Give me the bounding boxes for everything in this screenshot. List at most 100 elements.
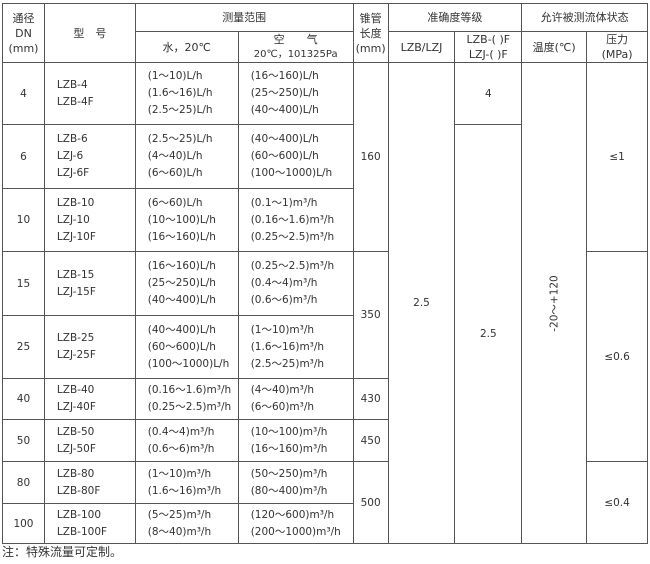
acc-b-header: LZB-( )F LZJ-( )F	[454, 31, 523, 63]
line: (10～100)L/h	[147, 213, 216, 226]
table-row: 100 LZB-100 LZB-100F (5～25)m³/h (8～40)m³/h…	[2, 503, 648, 544]
line: (6～60)L/h	[147, 167, 203, 179]
line: LZJ-40F	[56, 401, 96, 413]
model-cell: LZB-100 LZB-100F	[43, 503, 136, 544]
length-cell: 160	[352, 62, 389, 252]
line: (50～250)m³/h	[250, 467, 328, 480]
line: (60～600)L/h	[147, 340, 216, 353]
line: LZB-100F	[56, 525, 108, 538]
dn-cell: 6	[2, 124, 45, 189]
line: LZB-6	[56, 133, 88, 145]
table-row: 50 LZB-50 LZJ-50F (0.4～4)m³/h (0.6～6)m³/h …	[2, 419, 648, 462]
dn-cell: 25	[2, 315, 45, 379]
line: LZJ-6	[56, 150, 84, 162]
air-header: 空 气 20℃，101325Pa	[237, 31, 354, 63]
model-header: 型 号	[43, 3, 136, 63]
air-range-cell: (0.1～1)m³/h (0.16～1.6)m³/h (0.25～2.5)m³/h	[237, 188, 354, 252]
model-cell: LZB-50 LZJ-50F	[43, 419, 136, 462]
line: (40～400)L/h	[147, 294, 216, 306]
model-cell: LZB-10 LZJ-10 LZJ-10F	[43, 188, 136, 252]
line: (0.16～1.6)m³/h	[147, 384, 232, 396]
line: LZB-80	[56, 467, 95, 480]
pressure-header: 压力 (MPa)	[586, 31, 648, 63]
air-range-cell: (0.25～2.5)m³/h (0.4～4)m³/h (0.6～6)m³/h	[237, 251, 354, 316]
dn-cell: 10	[2, 188, 45, 252]
dn-cell: 80	[2, 461, 45, 504]
accuracy-header: 准确度等级	[387, 3, 523, 32]
dn-cell: 40	[2, 378, 45, 420]
temperature-cell: -20～+120	[521, 62, 588, 544]
acc-a-header: LZB/LZJ	[387, 31, 456, 63]
line: (80～400)m³/h	[250, 484, 328, 497]
line: (6～60)m³/h	[250, 401, 315, 413]
line: (1～10)L/h	[147, 70, 203, 82]
table-row: 80 LZB-80 LZB-80F (1～10)m³/h (1.6～16)m³/h …	[2, 461, 648, 544]
air-range-cell: (4～40)m³/h (6～60)m³/h	[237, 378, 354, 420]
line: (8～40)m³/h	[147, 525, 212, 538]
line: (0.4～4)m³/h	[250, 277, 318, 289]
line: (0.25～2.5)m³/h	[250, 260, 335, 272]
line: (2.5～25)L/h	[147, 104, 213, 116]
line: (0.25～2.5)m³/h	[147, 401, 232, 413]
line: (60～600)L/h	[250, 150, 319, 162]
line: (40～400)L/h	[250, 133, 319, 145]
length-cell: 350	[352, 251, 389, 379]
table-row: 25 LZB-25 LZJ-25F (40～400)L/h (60～600)L/h(…	[2, 315, 648, 379]
line: LZB-50	[56, 425, 95, 438]
line: LZB-25	[56, 332, 95, 344]
table-row: 6 LZB-6 LZJ-6 LZJ-6F (2.5～25)L/h (4～40)L/h(…	[2, 124, 648, 544]
dn-cell: 100	[2, 503, 45, 544]
line: LZJ-15F	[56, 285, 96, 298]
line: (0.4～4)m³/h	[147, 425, 215, 438]
line: (4～40)L/h	[147, 150, 203, 162]
air-range-cell: (16～160)L/h (25～250)L/h (40～400)L/h	[237, 62, 354, 125]
model-cell: LZB-4 LZB-4F	[43, 62, 136, 125]
water-range-cell: (1～10)L/h (1.6～16)L/h (2.5～25)L/h	[134, 62, 239, 125]
line: (1.6～16)L/h	[147, 87, 213, 99]
line: (1.6～16)m³/h	[147, 484, 222, 497]
pressure-cell: ≤0.4	[586, 461, 648, 544]
line: (16～160)L/h	[250, 70, 319, 82]
water-range-cell: (5～25)m³/h (8～40)m³/h	[134, 503, 239, 544]
range-header: 测量范围	[134, 3, 354, 32]
line: (16～160)m³/h	[250, 442, 328, 455]
line: (40～400)L/h	[250, 104, 319, 116]
line: (10～100)m³/h	[250, 425, 328, 438]
table-row: 10 LZB-10 LZJ-10 LZJ-10F (6～60)L/h (10～100)…	[2, 188, 648, 252]
line: LZJ-10	[56, 213, 90, 226]
model-cell: LZB-80 LZB-80F	[43, 461, 136, 504]
air-range-cell: (1～10)m³/h (1.6～16)m³/h (2.5～25)m³/h	[237, 315, 354, 379]
model-cell: LZB-40 LZJ-40F	[43, 378, 136, 420]
line: LZJ-6F	[56, 167, 90, 179]
line: LZB-100	[56, 508, 101, 521]
dn-header: 通径 DN (mm)	[2, 3, 45, 63]
table-row: 40 LZB-40 LZJ-40F (0.16～1.6)m³/h (0.25～2.5…	[2, 378, 648, 420]
table-row: 15 LZB-15 LZJ-15F (16～160)L/h (25～250)L/h(…	[2, 251, 648, 462]
line: (100～1000)L/h	[250, 167, 333, 179]
length-header: 锥管 长度 (mm)	[352, 3, 389, 63]
table-row: 4 LZB-4 LZB-4F (1～10)L/h (1.6～16)L/h (2.5～2…	[2, 62, 648, 544]
model-cell: LZB-15 LZJ-15F	[43, 251, 136, 316]
line: (2.5～25)m³/h	[250, 357, 325, 370]
line: LZB-4	[56, 78, 88, 91]
model-cell: LZB-6 LZJ-6 LZJ-6F	[43, 124, 136, 189]
water-range-cell: (1～10)m³/h (1.6～16)m³/h	[134, 461, 239, 504]
line: (1～10)m³/h	[250, 323, 315, 336]
line: LZB-40	[56, 384, 95, 396]
accuracy-a-cell: 2.5	[387, 62, 456, 544]
dn-cell: 4	[2, 62, 45, 125]
line: LZB-4F	[56, 95, 94, 108]
pressure-cell: ≤1	[586, 62, 648, 252]
accuracy-b-cell: 4	[454, 62, 523, 125]
line: (0.6～6)m³/h	[147, 442, 215, 455]
line: (0.16～1.6)m³/h	[250, 213, 335, 226]
water-range-cell: (6～60)L/h (10～100)L/h (16～160)L/h	[134, 188, 239, 252]
water-range-cell: (2.5～25)L/h (4～40)L/h (6～60)L/h	[134, 124, 239, 189]
line: (120～600)m³/h	[250, 508, 335, 521]
length-cell: 450	[352, 419, 389, 462]
line: (1～10)m³/h	[147, 467, 212, 480]
air-range-cell: (50～250)m³/h (80～400)m³/h	[237, 461, 354, 504]
line: (0.25～2.5)m³/h	[250, 230, 335, 243]
line: LZJ-10F	[56, 230, 96, 243]
spec-table: 通径 DN (mm) 型 号 测量范围 锥管 长度 (mm) 准确度等级 允许被测流体状…	[2, 3, 648, 544]
